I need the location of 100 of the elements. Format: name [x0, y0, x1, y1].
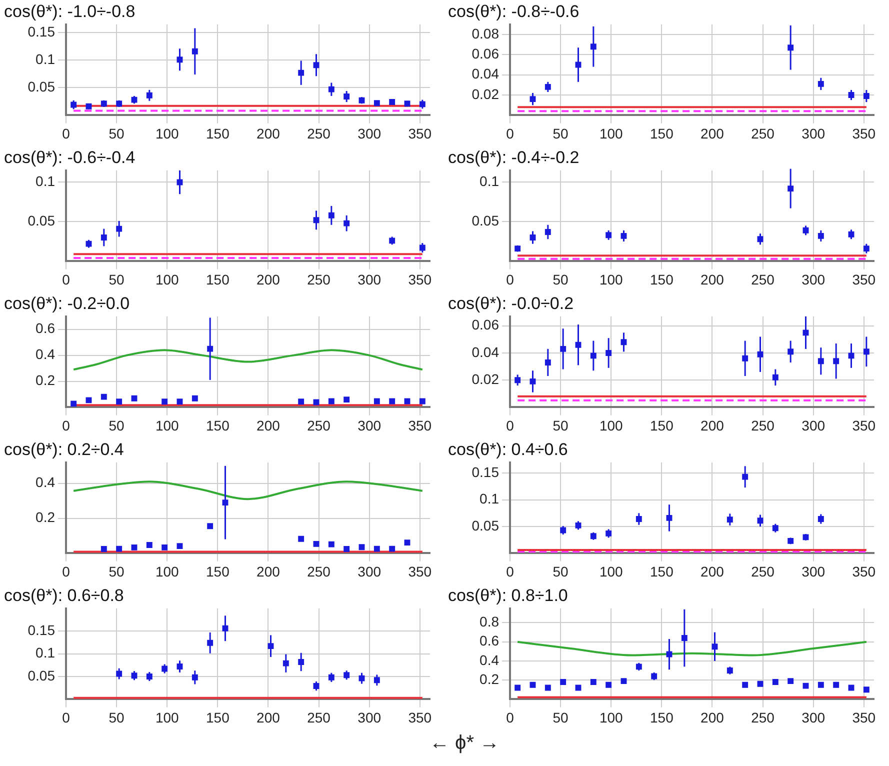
y-tick-label: 0.8: [480, 614, 500, 630]
x-tick-label: 0: [506, 709, 514, 726]
x-tick-label: 150: [650, 709, 674, 726]
x-tick-label: 50: [552, 271, 569, 288]
point: [560, 679, 566, 685]
y-tick-label: 0.05: [472, 517, 500, 534]
x-tick-label: 300: [802, 563, 826, 580]
x-tick-label: 50: [108, 563, 125, 580]
point: [313, 540, 320, 547]
chart-title: cos(θ*): -0.0÷0.2: [448, 294, 574, 313]
y-tick-label: 0.05: [472, 212, 500, 229]
point: [742, 682, 748, 688]
point: [833, 682, 840, 688]
point: [389, 546, 396, 552]
point: [863, 686, 870, 693]
point: [389, 99, 396, 105]
x-tick-label: 250: [751, 709, 775, 726]
x-tick-label: 200: [256, 563, 280, 580]
x-tick-label: 350: [852, 417, 876, 434]
chart-title: cos(θ*): -0.8÷-0.6: [448, 2, 580, 21]
y-tick-label: 0.2: [36, 509, 56, 526]
x-tick-label: 150: [206, 709, 230, 726]
x-tick-label: 300: [358, 271, 382, 288]
chart-title: cos(θ*): -0.6÷-0.4: [4, 148, 136, 167]
point: [389, 398, 396, 404]
x-tick-label: 150: [650, 417, 674, 434]
y-tick-label: 0.4: [36, 346, 56, 362]
x-tick-label: 350: [852, 563, 876, 580]
x-tick-label: 200: [256, 125, 280, 142]
x-tick-label: 100: [155, 271, 180, 288]
y-tick-label: 0.06: [472, 316, 500, 333]
x-tick-label: 350: [408, 563, 432, 580]
x-tick-label: 350: [852, 709, 876, 726]
x-tick-label: 250: [751, 125, 775, 142]
point: [100, 394, 107, 400]
x-tick-label: 300: [358, 563, 382, 580]
y-tick-label: 0.1: [480, 490, 500, 507]
y-tick-label: 0.2: [480, 670, 500, 687]
x-tick-label: 0: [62, 271, 70, 288]
point: [192, 395, 198, 402]
point: [146, 542, 152, 548]
point: [328, 398, 334, 404]
x-tick-label: 250: [751, 271, 775, 288]
x-tick-label: 300: [802, 709, 826, 726]
y-tick-label: 0.06: [472, 46, 500, 62]
x-tick-label: 250: [307, 563, 331, 580]
x-tick-label: 0: [62, 709, 70, 726]
x-tick-label: 100: [155, 125, 180, 142]
chart-title: cos(θ*): 0.6÷0.8: [4, 586, 124, 605]
point: [100, 546, 107, 552]
y-tick-label: 0.15: [472, 464, 500, 480]
x-tick-label: 300: [802, 417, 826, 434]
x-tick-label: 0: [506, 417, 514, 434]
x-tick-label: 150: [206, 125, 230, 142]
x-tick-label: 100: [599, 271, 624, 288]
point: [374, 546, 380, 552]
y-tick-label: 0.1: [480, 173, 500, 190]
chart-title: cos(θ*): -1.0÷-0.8: [4, 2, 136, 21]
y-tick-label: 0.15: [28, 24, 56, 40]
point: [404, 540, 410, 546]
point: [772, 679, 778, 685]
point: [131, 395, 138, 402]
x-tick-label: 200: [700, 563, 724, 580]
x-tick-label: 150: [650, 271, 674, 288]
point: [374, 398, 380, 404]
x-tick-label: 0: [62, 125, 70, 142]
x-tick-label: 50: [552, 417, 569, 434]
y-tick-label: 0.08: [472, 25, 500, 42]
x-tick-label: 50: [108, 417, 125, 434]
y-tick-label: 0.6: [36, 320, 56, 336]
x-tick-label: 100: [599, 125, 624, 142]
x-tick-label: 150: [650, 563, 674, 580]
x-tick-label: 250: [307, 709, 331, 726]
x-tick-label: 350: [852, 271, 876, 288]
x-tick-label: 300: [802, 125, 826, 142]
x-tick-label: 200: [700, 125, 724, 142]
x-tick-label: 0: [506, 125, 514, 142]
line-series: [72, 480, 424, 500]
x-tick-label: 350: [408, 125, 432, 142]
chart-title: cos(θ*): 0.2÷0.4: [4, 440, 124, 459]
x-tick-label: 50: [552, 563, 569, 580]
point: [116, 546, 122, 552]
chart-title: cos(θ*): -0.4÷-0.2: [448, 148, 580, 167]
x-tick-label: 350: [408, 417, 432, 434]
y-tick-label: 0.02: [472, 86, 500, 102]
chart-title: cos(θ*): -0.2÷0.0: [4, 294, 130, 313]
x-tick-label: 200: [256, 271, 280, 288]
x-tick-label: 200: [256, 709, 280, 726]
x-tick-label: 100: [155, 417, 180, 434]
point: [162, 398, 168, 405]
x-tick-label: 0: [506, 271, 514, 288]
x-tick-label: 300: [358, 709, 382, 726]
y-tick-label: 0.1: [36, 51, 56, 68]
point: [606, 682, 612, 688]
x-tick-label: 150: [650, 125, 674, 142]
chart-title: cos(θ*): 0.4÷0.6: [448, 440, 568, 459]
line-series: [72, 349, 424, 371]
point: [620, 678, 627, 684]
x-tick-label: 250: [307, 125, 331, 142]
point: [176, 398, 183, 405]
